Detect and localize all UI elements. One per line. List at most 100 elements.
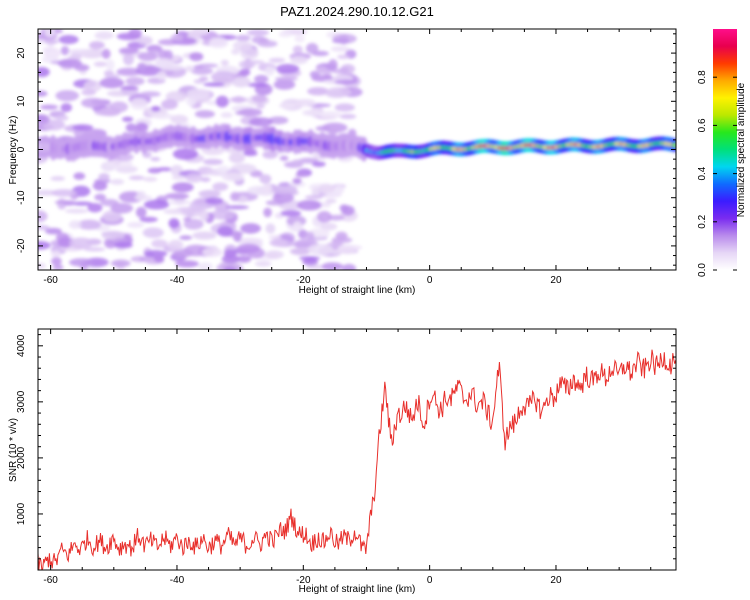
spectrogram-noise-patch (328, 59, 338, 71)
spectrogram-noise-patch (212, 182, 229, 192)
spectrogram-x-axis: -60 -40 -20 0 20 (43, 29, 652, 286)
spectrogram-noise-patch (330, 45, 350, 52)
spectrogram-noise-patch (334, 79, 358, 85)
spectrogram-noise-patch (307, 87, 330, 96)
spectrogram-noise-patch (94, 193, 106, 201)
spectrogram-noise-patch (103, 70, 114, 76)
snr-y-tick-label: 4000 (16, 334, 27, 357)
spectrogram-noise-patch (307, 243, 334, 256)
spectrogram-noise-patch (339, 204, 349, 212)
spectrogram-noise-patch (121, 116, 134, 122)
spectrogram-noise-patch (55, 115, 69, 121)
spectrogram-ridge-core (671, 142, 676, 148)
spectrogram-noise-patch (135, 206, 147, 218)
spectrogram-noise-patch (168, 199, 191, 206)
spectrogram-noise-patch (77, 219, 102, 230)
spectrogram-field (38, 29, 676, 270)
spectrogram-noise-patch (94, 31, 114, 40)
spectrogram-noise-patch (168, 239, 184, 251)
spectrogram-noise-patch (55, 90, 80, 102)
spectrogram-noise-patch (101, 48, 111, 60)
spectrogram-y-tick-label: 10 (16, 95, 27, 107)
snr-y-tick-label: 3000 (16, 390, 27, 413)
spectrogram-noise-patch (209, 37, 229, 49)
spectrogram-noise-patch (264, 65, 275, 76)
spectrogram-noise-patch (292, 45, 303, 54)
spectrogram-noise-patch (158, 49, 169, 60)
snr-series-line (38, 349, 676, 570)
spectrogram-noise-patch (139, 91, 161, 98)
spectrogram-noise-patch (228, 152, 246, 164)
spectrogram-noise-patch (304, 231, 315, 240)
spectrogram-noise-patch (94, 109, 121, 116)
spectrogram-noise-patch (38, 114, 51, 125)
spectrogram-noise-patch (154, 57, 173, 69)
spectrogram-noise-patch (115, 153, 134, 162)
spectrogram-noise-patch (58, 34, 79, 45)
spectrogram-noise-patch (50, 176, 65, 182)
spectrogram-noise-patch (305, 257, 316, 263)
spectrogram-noise-patch (246, 82, 269, 88)
spectrogram-noise-patch (44, 39, 59, 44)
spectrogram-noise-patch (50, 250, 61, 258)
spectrogram-noise-patch (80, 97, 106, 108)
chart-title: PAZ1.2024.290.10.12.G21 (280, 4, 434, 19)
spectrogram-noise-patch (325, 198, 337, 204)
spectrogram-noise-patch (269, 238, 289, 247)
spectrogram-noise-patch (246, 29, 269, 36)
snr-y-tick-label: 1000 (16, 502, 27, 525)
spectrogram-noise-patch (52, 264, 64, 270)
spectrogram-noise-patch (125, 76, 145, 86)
spectrogram-noise-patch (57, 58, 83, 68)
spectrogram-noise-patch (291, 159, 305, 166)
snr-y-axis: 1000 2000 3000 4000 (16, 334, 676, 571)
spectrogram-noise-patch (198, 262, 213, 270)
spectrogram-noise-patch (167, 208, 182, 215)
spectrogram-noise-patch (294, 99, 317, 107)
snr-y-label: SNR (10 * v/v) (8, 418, 19, 482)
spectrogram-noise-patch (194, 200, 209, 205)
spectrogram-noise-patch (92, 181, 108, 191)
spectrogram-noise-patch (107, 159, 133, 168)
snr-frame (37, 328, 677, 571)
spectrogram-noise-patch (292, 221, 302, 232)
spectrogram-noise-patch (168, 218, 180, 229)
spectrogram-noise-patch (143, 199, 170, 210)
spectrogram-noise-patch (236, 255, 252, 263)
spectrogram-x-tick-label: -20 (296, 275, 311, 286)
spectrogram-noise-patch (263, 181, 272, 193)
spectrogram-noise-patch (199, 76, 209, 82)
spectrogram-noise-patch (69, 258, 94, 267)
spectrogram-noise-patch (290, 248, 311, 256)
spectrogram-noise-patch (318, 110, 342, 119)
spectrogram-noise-patch (136, 190, 147, 200)
spectrogram-noise-patch (272, 192, 295, 204)
spectrogram-noise-patch (243, 151, 258, 157)
spectrogram-noise-patch (130, 98, 148, 110)
spectrogram-noise-patch (229, 96, 248, 103)
spectrogram-noise-patch (125, 123, 137, 133)
snr-background (38, 329, 676, 570)
spectrogram-noise-patch (122, 53, 135, 66)
spectrogram-noise-patch (194, 110, 215, 119)
spectrogram-noise-patch (183, 217, 192, 222)
spectrogram-noise-patch (73, 172, 86, 180)
spectrogram-noise-patch (51, 257, 62, 266)
spectrogram-noise-patch (190, 67, 214, 75)
spectrogram-noise-patch (334, 103, 355, 112)
spectrogram-noise-patch (320, 222, 338, 231)
spectrogram-noise-patch (225, 205, 249, 210)
spectrogram-noise-patch (39, 104, 59, 110)
spectrogram-noise-patch (139, 216, 158, 223)
spectrogram-noise-patch (279, 155, 289, 161)
spectrogram-noise-patch (170, 33, 184, 42)
spectrogram-noise-patch (109, 101, 129, 113)
spectrogram-noise-patch (126, 222, 145, 228)
colorbar-tick-label: 0.2 (697, 214, 708, 228)
snr-x-label: Height of straight line (km) (299, 584, 416, 595)
spectrogram-noise-patch (221, 172, 245, 182)
spectrogram-noise-patch (240, 47, 259, 60)
spectrogram-noise-patch (305, 43, 319, 54)
spectrogram-noise-patch (280, 210, 302, 217)
spectrogram-noise-patch (247, 186, 269, 195)
